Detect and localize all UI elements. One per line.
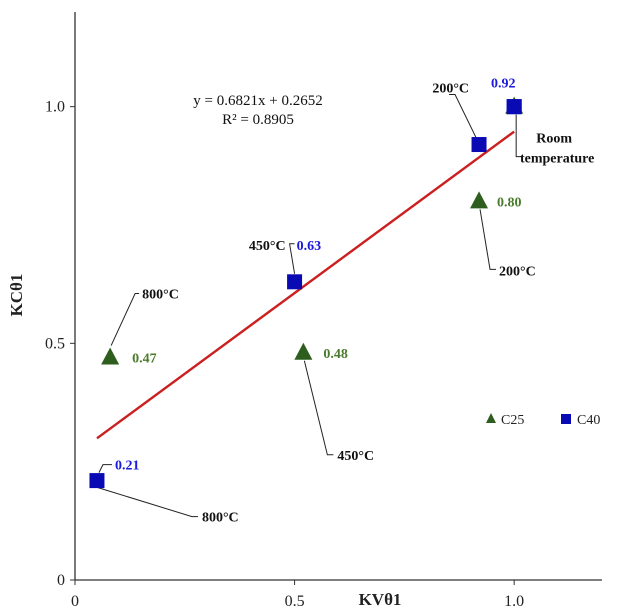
annotation-line: Room — [536, 132, 572, 147]
annotation-line: temperature — [520, 152, 594, 167]
leader-room-temp — [515, 114, 522, 158]
annotation-label: 800°C — [202, 511, 239, 526]
c25-triangle-marker — [470, 191, 489, 209]
y-axis-title: KCθ1 — [7, 274, 26, 317]
value-label: 0.92 — [491, 77, 516, 92]
y-tick-label: 0 — [57, 572, 65, 589]
trendline-equation: y = 0.6821x + 0.2652 — [193, 93, 322, 109]
tick-labels: 0 0.5 1.0 0 0.5 1.0 — [45, 99, 524, 610]
legend-c40-icon — [561, 414, 571, 424]
value-label: 0.63 — [297, 239, 322, 254]
c40-square-marker — [471, 137, 487, 153]
x-tick-label: 0.5 — [285, 593, 305, 610]
data-labels: 800°C 0.47 450°C 0.48 200°C 0.80 800°C 0.21 450°… — [115, 77, 594, 526]
c25-triangle-marker — [294, 342, 313, 360]
annotation-label: 450°C — [337, 449, 374, 464]
trendline-r2: R² = 0.8905 — [222, 112, 294, 128]
leader-c40-800 — [97, 487, 198, 518]
value-label: 0.21 — [115, 459, 140, 474]
c40-square-marker — [287, 274, 303, 290]
leader-c25-200 — [479, 209, 497, 270]
x-axis-title: KVθ1 — [359, 590, 402, 609]
legend-c25-icon — [486, 413, 496, 423]
c25-triangle-marker — [101, 347, 120, 365]
c40-square-marker — [89, 473, 105, 489]
annotation-label: 200°C — [432, 82, 469, 97]
annotation-label-room-temperature: Room temperature — [520, 132, 594, 167]
x-tick-label: 0 — [71, 593, 79, 610]
data-markers — [89, 96, 524, 489]
leader-c40-021 — [98, 464, 112, 473]
trendline-group — [96, 130, 515, 440]
legend: C25 C40 — [486, 413, 600, 428]
annotation-label: 200°C — [499, 264, 536, 279]
value-label: 0.48 — [323, 347, 348, 362]
value-label: 0.47 — [132, 352, 157, 367]
leader-c25-450 — [303, 360, 334, 456]
leader-lines — [97, 94, 522, 518]
c40-square-marker-top — [506, 99, 522, 115]
legend-c40-label: C40 — [577, 413, 600, 428]
annotation-label: 800°C — [142, 288, 179, 303]
trendline — [96, 130, 515, 440]
value-label: 0.80 — [497, 195, 522, 210]
leader-c40-200 — [449, 94, 477, 138]
axes — [70, 12, 602, 585]
x-tick-label: 1.0 — [504, 593, 524, 610]
leader-c25-800 — [110, 293, 140, 346]
y-tick-label: 1.0 — [45, 99, 65, 116]
legend-c25-label: C25 — [501, 413, 524, 428]
y-tick-label: 0.5 — [45, 335, 65, 352]
annotation-label: 450°C — [249, 239, 286, 254]
leader-c40-450 — [288, 243, 296, 274]
